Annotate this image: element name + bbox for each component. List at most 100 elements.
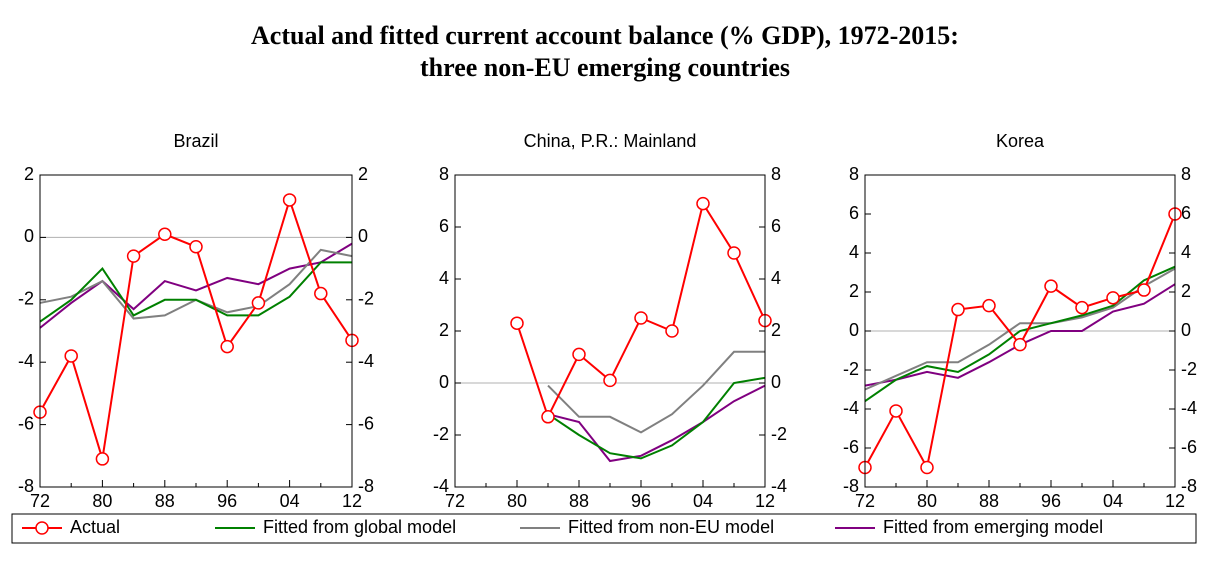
data-point [251,296,266,310]
data-point [634,311,648,325]
data-point [220,339,234,354]
plot-frame [864,174,1176,488]
series-line [864,265,1176,403]
y-tick-label: 8 [439,164,449,184]
chart-title: three non-EU emerging countries [420,53,790,82]
y2-tick-label: 0 [358,226,368,246]
data-point [696,196,710,211]
x-tick-label: 88 [155,491,175,511]
y2-tick-label: 6 [1181,203,1191,223]
y-tick-label: -4 [18,351,34,371]
data-point [282,193,297,207]
chart-title: Actual and fitted current account balanc… [251,21,959,50]
y-tick-label: 6 [439,216,449,236]
panel-title: China, P.R.: Mainland [524,131,697,151]
y2-tick-label: -8 [358,476,374,496]
panel-title: Brazil [173,131,218,151]
data-point [665,324,679,338]
data-point [1044,279,1058,293]
y-tick-label: 4 [439,268,449,288]
y2-tick-label: 8 [1181,164,1191,184]
y-tick-label: 2 [439,320,449,340]
x-tick-label: 12 [755,491,775,511]
series-line [864,283,1176,387]
data-point [1075,300,1089,315]
y2-tick-label: -8 [1181,476,1197,496]
y-tick-label: -2 [433,424,449,444]
y-tick-label: 6 [849,203,859,223]
data-point [603,373,617,388]
data-point [541,410,555,424]
series-line [516,201,766,420]
data-point [95,452,110,466]
y2-tick-label: 2 [358,164,368,184]
x-tick-label: 72 [855,491,875,511]
data-point [158,227,172,242]
y-tick-label: 0 [849,320,859,340]
series-line [39,242,353,329]
series-line [864,267,1176,391]
series-line [39,261,352,323]
y2-tick-label: -2 [358,289,374,309]
legend-box [11,513,1197,544]
x-tick-label: 72 [445,491,465,511]
legend-marker [35,521,49,535]
data-point [920,460,934,475]
x-tick-label: 80 [507,491,527,511]
x-tick-label: 80 [92,491,112,511]
y-tick-label: 8 [849,164,859,184]
data-point [126,249,141,263]
x-tick-label: 12 [342,491,362,511]
x-tick-label: 04 [280,491,300,511]
data-point [951,302,965,317]
y-tick-label: -2 [843,359,859,379]
data-point [314,286,328,301]
y2-tick-label: -2 [1181,359,1197,379]
y2-tick-label: -6 [358,413,374,433]
legend-label: Fitted from non-EU model [568,517,774,537]
x-tick-label: 72 [30,491,50,511]
y-tick-label: -4 [433,476,449,496]
y-tick-label: 2 [24,164,34,184]
data-point [727,246,741,260]
series-line [39,196,353,460]
y2-tick-label: 2 [771,320,781,340]
legend-label: Fitted from global model [263,517,456,537]
plot-frame [454,174,766,488]
panel-title: Korea [996,131,1045,151]
x-tick-label: 04 [1103,491,1123,511]
y-tick-label: 2 [849,281,859,301]
y-tick-label: 4 [849,242,859,262]
x-tick-label: 96 [217,491,237,511]
y2-tick-label: -4 [358,351,374,371]
data-point [64,349,78,363]
y2-tick-label: -2 [771,424,787,444]
y2-tick-label: -6 [1181,437,1197,457]
series-line [547,384,766,463]
x-tick-label: 88 [569,491,589,511]
y-tick-label: 0 [24,226,34,246]
y2-tick-label: 2 [1181,281,1191,301]
y-tick-label: -6 [18,413,34,433]
legend-label: Actual [70,517,120,537]
data-point [889,404,903,418]
y2-tick-label: 6 [771,216,781,236]
x-tick-label: 80 [917,491,937,511]
y2-tick-label: -4 [1181,398,1197,418]
data-point [1013,337,1027,352]
series-line [547,376,766,460]
y2-tick-label: 4 [1181,242,1191,262]
x-tick-label: 96 [631,491,651,511]
x-tick-label: 88 [979,491,999,511]
x-tick-label: 04 [693,491,713,511]
data-point [572,347,586,362]
series-line [547,350,765,434]
y-tick-label: -6 [843,437,859,457]
y-tick-label: -4 [843,398,859,418]
legend-label: Fitted from emerging model [883,517,1103,537]
y2-tick-label: 0 [1181,320,1191,340]
y-tick-label: -2 [18,289,34,309]
data-point [1137,283,1151,297]
x-tick-label: 12 [1165,491,1185,511]
